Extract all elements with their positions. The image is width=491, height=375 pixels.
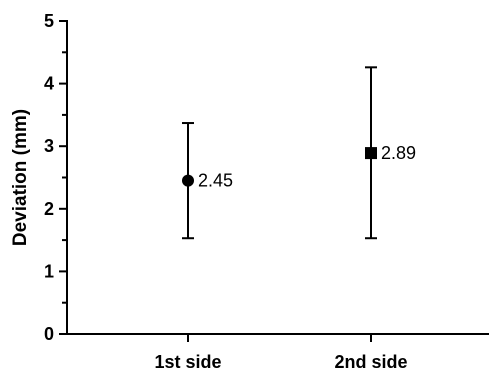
x-tick-label: 1st side [154, 352, 221, 372]
data-label: 2.89 [381, 143, 416, 163]
y-axis-label: Deviation (mm) [10, 109, 31, 246]
axes [66, 20, 489, 335]
x-tick-label: 2nd side [334, 352, 407, 372]
y-tick-label: 1 [44, 261, 54, 281]
y-tick-label: 2 [44, 199, 54, 219]
data-label: 2.45 [198, 171, 233, 191]
y-ticks: 0 1 2 3 4 5 [44, 11, 67, 344]
marker-square [365, 147, 377, 160]
y-tick-label: 5 [44, 11, 54, 31]
y-tick-label: 0 [44, 324, 54, 344]
x-ticks: 1st side 2nd side [154, 334, 408, 372]
marker-circle [182, 174, 194, 187]
data-points: 2.45 2.89 [182, 66, 416, 240]
y-tick-label: 4 [44, 74, 54, 94]
y-tick-label: 3 [44, 136, 54, 156]
